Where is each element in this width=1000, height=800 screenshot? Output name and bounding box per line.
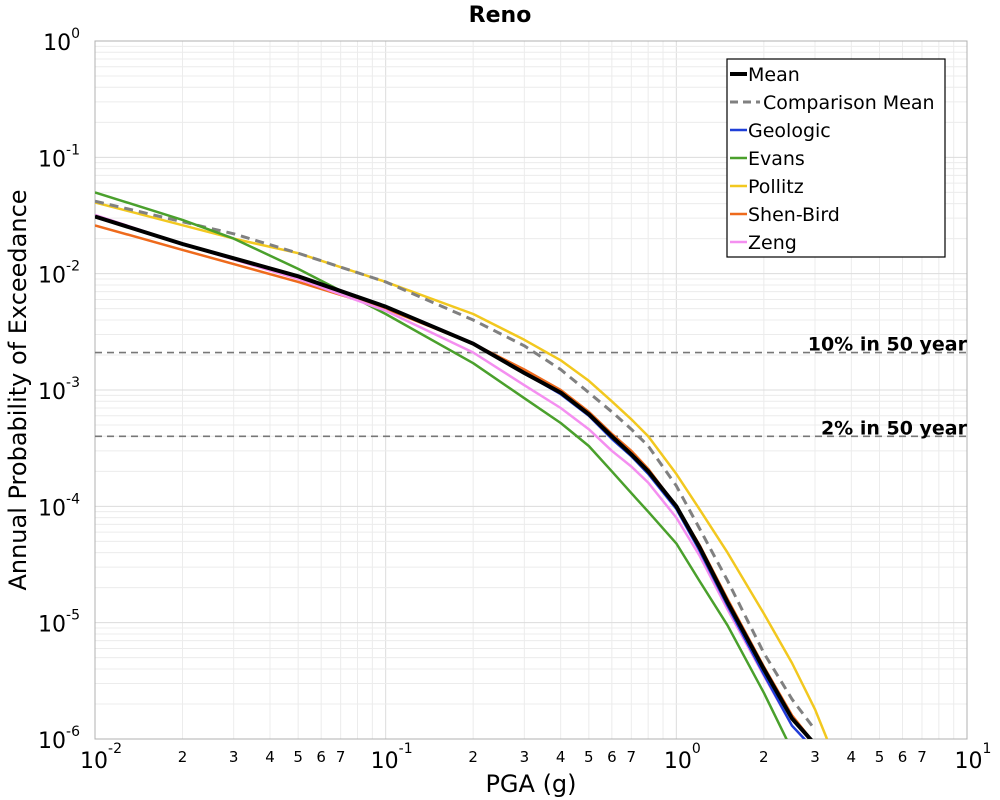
x-minor-tick-label: 4	[265, 748, 275, 766]
legend: Mean Comparison Mean Geologic Evans Pollitz S…	[726, 58, 946, 258]
legend-entry: Mean	[748, 64, 800, 86]
chart-title: Reno	[469, 3, 532, 28]
y-tick-label: 10-6	[38, 724, 80, 754]
y-axis-label: Annual Probability of Exceedance	[4, 189, 32, 590]
x-minor-tick-label: 7	[627, 748, 637, 766]
grid	[94, 41, 967, 740]
series-line-mean	[95, 214, 813, 739]
y-tick-base: 10	[38, 264, 66, 289]
y-tick-label: 100	[43, 26, 80, 56]
legend-entry: Geologic	[748, 120, 831, 142]
x-tick-exponent: -2	[108, 741, 122, 757]
y-tick-base: 10	[43, 31, 71, 56]
y-tick-base: 10	[38, 613, 66, 638]
y-tick-base: 10	[38, 147, 66, 172]
x-tick-label: 101	[955, 741, 992, 774]
x-axis-label: PGA (g)	[485, 770, 576, 798]
x-tick-label: 100	[664, 741, 701, 774]
x-tick-base: 10	[371, 749, 399, 774]
x-minor-tick-label: 3	[520, 748, 530, 766]
x-minor-tick-label: 5	[293, 748, 303, 766]
x-minor-tick-label: 3	[229, 748, 239, 766]
y-tick-exponent: -4	[66, 491, 80, 507]
x-tick-exponent: 0	[692, 741, 701, 757]
x-minor-tick-label: 2	[178, 748, 188, 766]
reference-line-label: 10% in 50 year	[808, 334, 968, 356]
y-tick-label: 10-1	[38, 142, 80, 172]
x-minor-tick-label: 7	[336, 748, 346, 766]
x-minor-tick-label: 5	[584, 748, 594, 766]
y-tick-base: 10	[38, 496, 66, 521]
y-tick-exponent: -1	[66, 142, 80, 158]
x-minor-tick-label: 2	[759, 748, 769, 766]
legend-box	[726, 58, 946, 258]
x-minor-tick-label: 4	[847, 748, 857, 766]
x-tick-base: 10	[664, 749, 692, 774]
y-tick-label: 10-5	[38, 608, 80, 638]
series-line-evans	[95, 191, 788, 739]
x-minor-tick-label: 5	[875, 748, 885, 766]
x-minor-tick-label: 6	[607, 748, 617, 766]
plot-area	[94, 40, 968, 740]
y-tick-exponent: -3	[66, 375, 80, 391]
x-tick-label: 10-1	[371, 741, 413, 774]
x-tick-base: 10	[955, 749, 983, 774]
legend-entry: Pollitz	[748, 176, 804, 198]
legend-entry: Comparison Mean	[763, 92, 935, 114]
legend-entry: Evans	[748, 148, 805, 170]
y-tick-exponent: -2	[66, 259, 80, 275]
series-lines	[95, 191, 829, 739]
x-tick-base: 10	[80, 749, 108, 774]
x-minor-tick-label: 6	[898, 748, 908, 766]
x-minor-tick-label: 3	[810, 748, 820, 766]
x-minor-tick-label: 2	[468, 748, 478, 766]
y-tick-base: 10	[38, 380, 66, 405]
legend-entry: Zeng	[748, 232, 797, 254]
y-tick-exponent: -6	[66, 724, 80, 740]
series-line-zeng	[95, 213, 807, 739]
x-minor-tick-label: 6	[316, 748, 326, 766]
y-tick-label: 10-3	[38, 375, 80, 405]
series-line-comparison-mean	[95, 199, 817, 731]
reference-lines: 10% in 50 year 2% in 50 year	[95, 334, 968, 439]
x-minor-tick-label: 4	[556, 748, 566, 766]
reference-line-label: 2% in 50 year	[821, 417, 968, 439]
y-tick-exponent: -5	[66, 608, 80, 624]
y-tick-label: 10-4	[38, 491, 80, 521]
x-tick-exponent: -1	[399, 741, 413, 757]
x-tick-label: 10-2	[80, 741, 122, 774]
y-tick-label: 10-2	[38, 259, 80, 289]
y-tick-base: 10	[38, 729, 66, 754]
x-tick-exponent: 1	[983, 741, 992, 757]
legend-entry: Shen-Bird	[748, 204, 840, 226]
x-minor-tick-label: 7	[917, 748, 927, 766]
y-tick-exponent: 0	[71, 26, 80, 42]
